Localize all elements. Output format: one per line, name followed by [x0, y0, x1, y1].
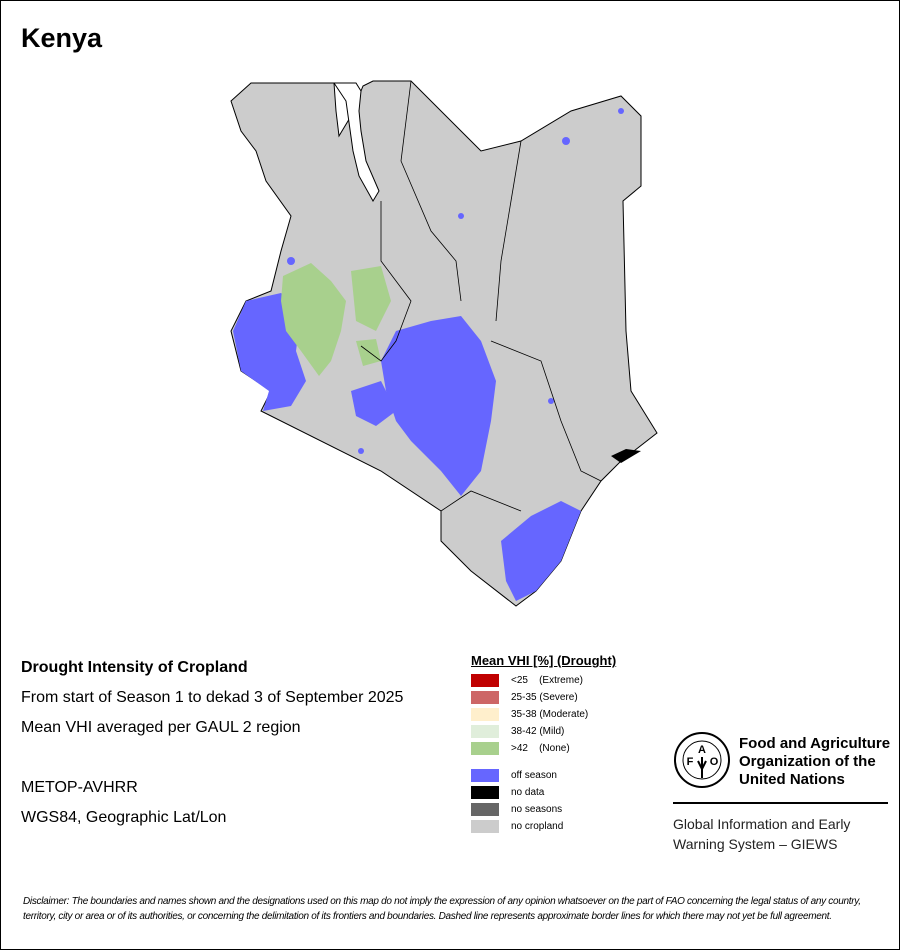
legend-item: no data — [471, 786, 544, 799]
legend-title: Mean VHI [%] (Drought) — [471, 653, 617, 668]
map-sensor: METOP-AVHRR — [21, 779, 138, 796]
legend-swatch — [471, 725, 499, 738]
legend-label: off season — [511, 770, 557, 781]
map-aggregation: Mean VHI averaged per GAUL 2 region — [21, 719, 301, 736]
legend-swatch — [471, 769, 499, 782]
legend-label: >42 (None) — [511, 743, 570, 754]
legend-label: 25-35 (Severe) — [511, 692, 578, 703]
legend-swatch — [471, 674, 499, 687]
svg-text:F: F — [687, 756, 694, 768]
legend-swatch — [471, 708, 499, 721]
legend-label: <25 (Extreme) — [511, 675, 583, 686]
legend-swatch — [471, 786, 499, 799]
legend-swatch — [471, 803, 499, 816]
disclaimer: Disclaimer: The boundaries and names sho… — [23, 896, 861, 922]
map-period: From start of Season 1 to dekad 3 of Sep… — [21, 689, 404, 706]
legend-label: no cropland — [511, 821, 564, 832]
no-drought-areas — [281, 263, 391, 376]
map-subject: Drought Intensity of Cropland — [21, 659, 248, 676]
fao-name: Food and Agriculture Organization of the… — [739, 735, 891, 788]
svg-text:O: O — [710, 756, 719, 768]
fao-logo-icon: A F O — [674, 732, 730, 788]
legend-item: no cropland — [471, 820, 563, 833]
legend-item: 35-38 (Moderate) — [471, 708, 588, 721]
map-projection: WGS84, Geographic Lat/Lon — [21, 809, 227, 826]
legend-label: no data — [511, 787, 545, 798]
kenya-map — [230, 80, 658, 607]
legend-item: <25 (Extreme) — [471, 674, 583, 687]
legend-label: 35-38 (Moderate) — [511, 709, 589, 720]
svg-text:A: A — [698, 744, 706, 756]
legend-label: 38-42 (Mild) — [511, 726, 565, 737]
legend-swatch — [471, 820, 499, 833]
legend-item: off season — [471, 769, 557, 782]
legend-swatch — [471, 691, 499, 704]
legend-label: no seasons — [511, 804, 563, 815]
legend-item: 38-42 (Mild) — [471, 725, 564, 738]
legend-item: no seasons — [471, 803, 562, 816]
legend-swatch — [471, 742, 499, 755]
lake-turkana — [333, 82, 380, 202]
admin-boundaries — [360, 80, 602, 512]
map-title: Kenya — [21, 23, 103, 53]
divider — [673, 802, 888, 804]
off-season-areas — [233, 108, 641, 601]
giews-name: Global Information and Early Warning Sys… — [673, 816, 851, 852]
legend-item: >42 (None) — [471, 742, 570, 755]
legend-item: 25-35 (Severe) — [471, 691, 578, 704]
